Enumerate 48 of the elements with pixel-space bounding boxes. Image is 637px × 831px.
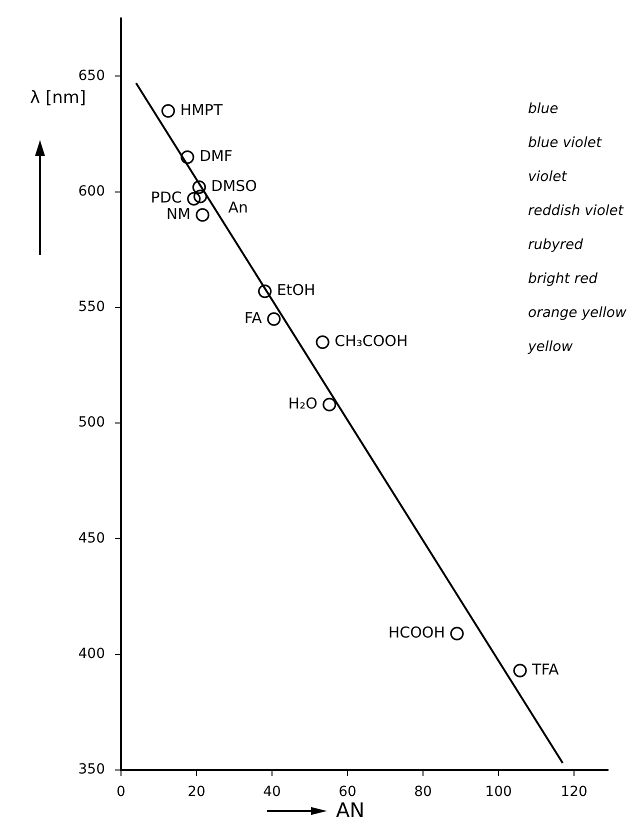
annotation: NM — [166, 204, 191, 223]
annotation: DMSO — [211, 177, 257, 196]
point — [187, 192, 201, 206]
point — [267, 312, 281, 326]
point — [322, 398, 336, 412]
annotation: DMF — [199, 147, 233, 166]
x-tick-label: 80 — [414, 784, 432, 800]
x-tick-label: 0 — [116, 784, 126, 800]
annotation: orange yellow — [528, 304, 628, 323]
y-tick-label: 450 — [78, 530, 105, 546]
annotation: blue — [528, 100, 560, 119]
annotation: rubyred — [528, 236, 584, 255]
y-tick-label: 650 — [78, 68, 105, 84]
x-tick-label: 40 — [263, 784, 281, 800]
point — [192, 180, 206, 194]
x-tick-label: 60 — [338, 784, 356, 800]
x-tick-label: 20 — [188, 784, 206, 800]
annotation: EtOH — [276, 281, 316, 300]
annotation: An — [228, 198, 248, 216]
point — [513, 664, 527, 678]
annotation: bright red — [528, 270, 598, 289]
y-tick-label: 550 — [78, 299, 105, 316]
annotation: PDC — [150, 188, 182, 207]
point — [196, 208, 210, 222]
point — [193, 190, 208, 204]
annotation: HCOOH — [388, 623, 446, 642]
y-tick-label: 400 — [78, 646, 105, 662]
y-tick-label: 350 — [78, 762, 105, 778]
x-tick-label: 100 — [485, 784, 512, 800]
point — [258, 284, 272, 298]
x-tick-label: 120 — [560, 784, 588, 800]
annotation: TFA — [531, 660, 560, 678]
annotation: CH₃COOH — [334, 332, 408, 350]
point — [316, 335, 330, 349]
annotation: blue violet — [528, 134, 603, 153]
y-axis-title: λ [nm] — [30, 88, 86, 108]
point — [180, 150, 194, 164]
annotation: FA — [244, 308, 263, 327]
annotation: reddish violet — [528, 202, 625, 221]
y-tick-label: 600 — [78, 183, 105, 200]
y-tick-label: 500 — [78, 414, 105, 431]
annotation: violet — [528, 168, 568, 187]
annotation: HMPT — [180, 100, 224, 119]
point — [161, 104, 175, 118]
point — [450, 626, 464, 640]
x-axis-title: AN — [336, 798, 365, 822]
annotation: yellow — [528, 338, 574, 357]
annotation: H₂O — [288, 394, 318, 412]
